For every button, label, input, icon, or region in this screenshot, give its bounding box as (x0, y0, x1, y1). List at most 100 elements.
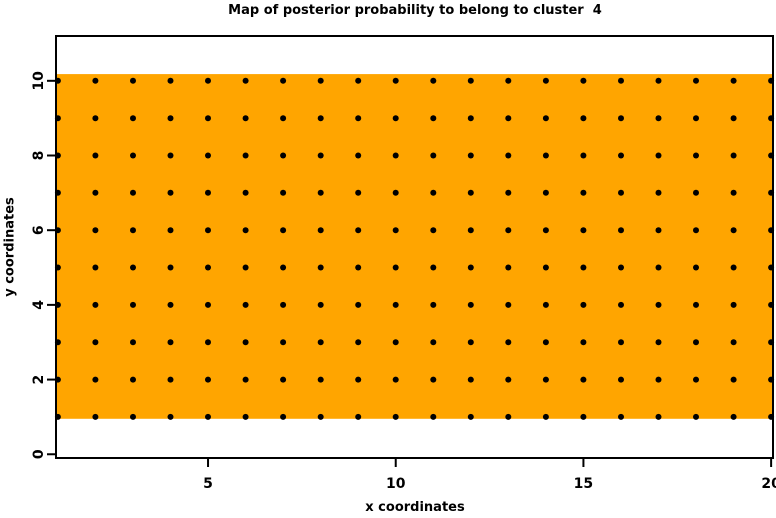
data-point (505, 413, 512, 420)
data-point (580, 376, 587, 383)
y-axis-layer: 0 2 4 6 8 10 (31, 71, 55, 459)
data-point (655, 227, 662, 234)
data-point (317, 227, 324, 234)
data-point (92, 339, 99, 346)
data-point (167, 339, 174, 346)
plot-box-layer (55, 35, 774, 459)
data-point (580, 301, 587, 308)
y-tick-label: 8 (31, 151, 47, 161)
data-point (655, 264, 662, 271)
data-point (618, 115, 624, 122)
data-point (505, 227, 512, 234)
data-point (730, 152, 737, 159)
y-tick-label: 2 (31, 375, 47, 385)
data-point (242, 301, 249, 308)
data-point (317, 339, 324, 346)
data-point (280, 413, 287, 420)
y-tick-label: 4 (31, 300, 47, 310)
data-point (130, 339, 136, 346)
data-point (580, 227, 587, 234)
data-point (467, 77, 474, 84)
data-point (467, 413, 474, 420)
data-point (130, 152, 136, 159)
data-point (430, 227, 437, 234)
data-point (655, 115, 662, 122)
data-point (505, 115, 512, 122)
data-point (542, 77, 549, 84)
data-point (355, 339, 362, 346)
data-point (730, 227, 737, 234)
data-point (242, 264, 249, 271)
data-point (167, 413, 174, 420)
y-axis-title: y coordinates (2, 197, 18, 297)
data-point (542, 189, 549, 196)
data-point (467, 264, 474, 271)
data-point (92, 227, 99, 234)
data-point (430, 115, 437, 122)
data-point (730, 115, 737, 122)
data-point (317, 189, 324, 196)
x-tick-label: 10 (386, 476, 406, 492)
data-point (655, 339, 662, 346)
data-point (693, 227, 699, 234)
data-point (542, 227, 549, 234)
chart-title: Map of posterior probability to belong t… (228, 3, 602, 18)
data-point (693, 413, 699, 420)
data-point (130, 189, 136, 196)
data-point (505, 301, 512, 308)
data-point (505, 376, 512, 383)
highlight-region-layer (56, 74, 773, 419)
data-point (205, 189, 211, 196)
data-point (505, 189, 512, 196)
data-point (618, 413, 624, 420)
data-point (580, 115, 587, 122)
data-point (693, 376, 699, 383)
data-point (693, 339, 699, 346)
data-point (430, 301, 437, 308)
data-point (618, 376, 624, 383)
data-point (618, 339, 624, 346)
x-axis-title: x coordinates (365, 500, 465, 515)
data-point (167, 227, 174, 234)
data-point (505, 152, 512, 159)
data-point (730, 77, 737, 84)
data-point (355, 189, 362, 196)
data-point (317, 413, 324, 420)
data-point (280, 227, 287, 234)
data-point (655, 413, 662, 420)
y-tick-label: 6 (31, 225, 47, 235)
data-point (542, 339, 549, 346)
data-point (693, 115, 699, 122)
data-point (355, 227, 362, 234)
data-point (355, 115, 362, 122)
data-point (430, 77, 437, 84)
data-point (92, 77, 99, 84)
data-point (580, 339, 587, 346)
data-point (655, 376, 662, 383)
data-point (205, 115, 211, 122)
plot-box (55, 35, 774, 459)
data-point (355, 376, 362, 383)
data-point (430, 264, 437, 271)
data-point (467, 301, 474, 308)
data-point (167, 152, 174, 159)
data-point (205, 376, 211, 383)
data-point (92, 152, 99, 159)
data-point (242, 413, 249, 420)
data-point (618, 152, 624, 159)
data-point (205, 301, 211, 308)
data-point (505, 339, 512, 346)
data-point (242, 376, 249, 383)
data-point (167, 77, 174, 84)
data-point (92, 189, 99, 196)
data-point (655, 77, 662, 84)
data-point (392, 77, 399, 84)
data-points-layer (54, 77, 775, 420)
data-point (655, 189, 662, 196)
data-point (280, 77, 287, 84)
data-point (730, 264, 737, 271)
data-point (167, 264, 174, 271)
data-point (392, 189, 399, 196)
data-point (392, 413, 399, 420)
